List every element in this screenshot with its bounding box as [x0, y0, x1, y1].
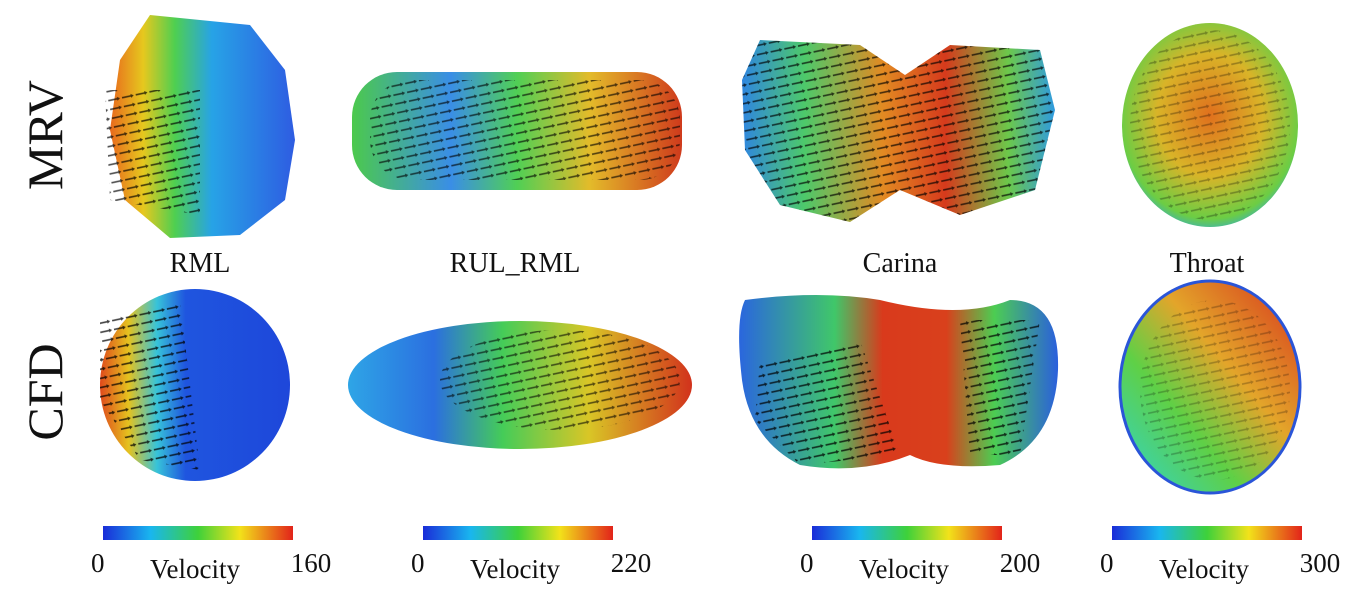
colorbar-min: 0: [800, 548, 814, 578]
panels: [100, 15, 1300, 493]
cfd-throat-arrows: [1140, 300, 1290, 480]
colorbar-max: 220: [611, 548, 652, 578]
colorbar-min: 0: [1100, 548, 1114, 578]
colorbar: [812, 526, 1002, 540]
colorbars: [103, 526, 1302, 540]
colorbar-min: 0: [91, 548, 105, 578]
mrv-throat-arrows: [1130, 30, 1290, 220]
colorbar: [423, 526, 613, 540]
column-label: Carina: [863, 248, 938, 279]
colorbar-label: Velocity: [859, 554, 949, 584]
column-label: RUL_RML: [450, 248, 581, 279]
colorbar-max: 160: [291, 548, 332, 578]
colorbar: [103, 526, 293, 540]
colorbar-max: 200: [1000, 548, 1041, 578]
row-label: MRV: [17, 80, 73, 190]
colorbar-max: 300: [1300, 548, 1341, 578]
colorbar-label: Velocity: [150, 554, 240, 584]
mrv-rml-arrows: [105, 90, 200, 215]
figure: MRV CFD RML RUL_RML Carina Throat 0 Veloc…: [0, 0, 1360, 589]
row-label: CFD: [17, 343, 73, 440]
mrv-rul-rml-arrows: [370, 80, 680, 180]
colorbar-min: 0: [411, 548, 425, 578]
column-label: RML: [170, 248, 231, 279]
colorbar-label: Velocity: [470, 554, 560, 584]
colorbar: [1112, 526, 1302, 540]
mrv-carina-arrows: [742, 40, 1055, 222]
colorbar-label: Velocity: [1159, 554, 1249, 584]
column-label: Throat: [1170, 248, 1245, 279]
cfd-rul-rml-arrows: [440, 330, 680, 430]
